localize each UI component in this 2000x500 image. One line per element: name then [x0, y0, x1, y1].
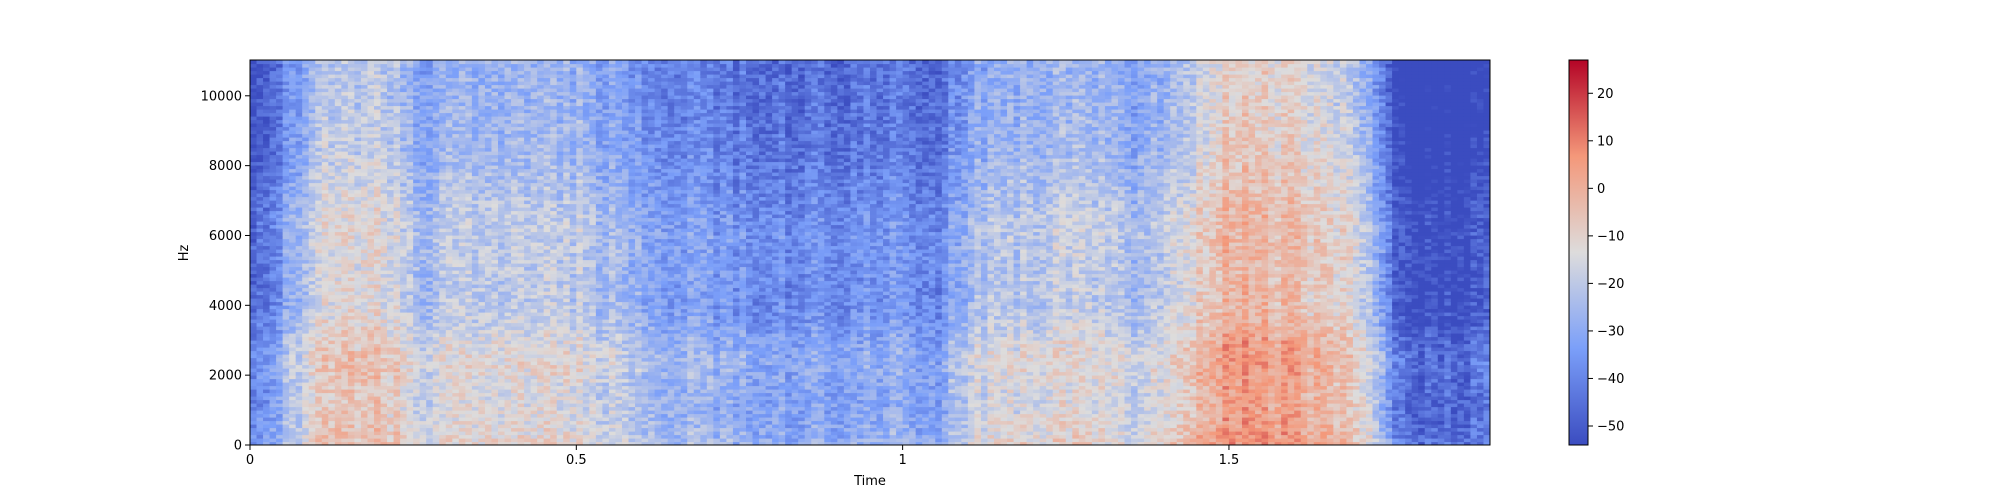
- x-tick-label: 0.5: [566, 453, 587, 468]
- y-axis-ticks: 0 2000 4000 6000 8000 10000: [201, 89, 250, 454]
- x-tick-label: 1: [898, 453, 906, 468]
- x-tick-label: 1.5: [1219, 453, 1240, 468]
- colorbar-tick-label: 20: [1597, 87, 1614, 102]
- colorbar-tick-label: 10: [1597, 134, 1614, 149]
- colorbar-tick-label: −20: [1597, 277, 1624, 292]
- colorbar-tick-label: −10: [1597, 229, 1624, 244]
- colorbar-tick-label: 0: [1597, 182, 1605, 197]
- y-tick-label: 6000: [209, 229, 242, 244]
- y-axis-label: Hz: [177, 245, 192, 262]
- y-tick-label: 8000: [209, 159, 242, 174]
- colorbar-ticks: 20 10 0 −10 −20 −30 −40 −50: [1588, 87, 1624, 434]
- y-tick-label: 2000: [209, 369, 242, 384]
- x-tick-label: 0: [246, 453, 254, 468]
- y-tick-label: 10000: [201, 89, 242, 104]
- colorbar-tick-label: −50: [1597, 419, 1624, 434]
- x-axis-label: Time: [853, 474, 886, 489]
- colorbar: [1568, 59, 1589, 446]
- y-tick-label: 0: [234, 439, 242, 454]
- spectrogram-heatmap: [250, 60, 1490, 445]
- plot-frame: [249, 59, 1491, 446]
- y-tick-label: 4000: [209, 299, 242, 314]
- colorbar-tick-label: −30: [1597, 324, 1624, 339]
- x-axis-ticks: 0 0.5 1 1.5: [246, 445, 1239, 468]
- colorbar-tick-label: −40: [1597, 372, 1624, 387]
